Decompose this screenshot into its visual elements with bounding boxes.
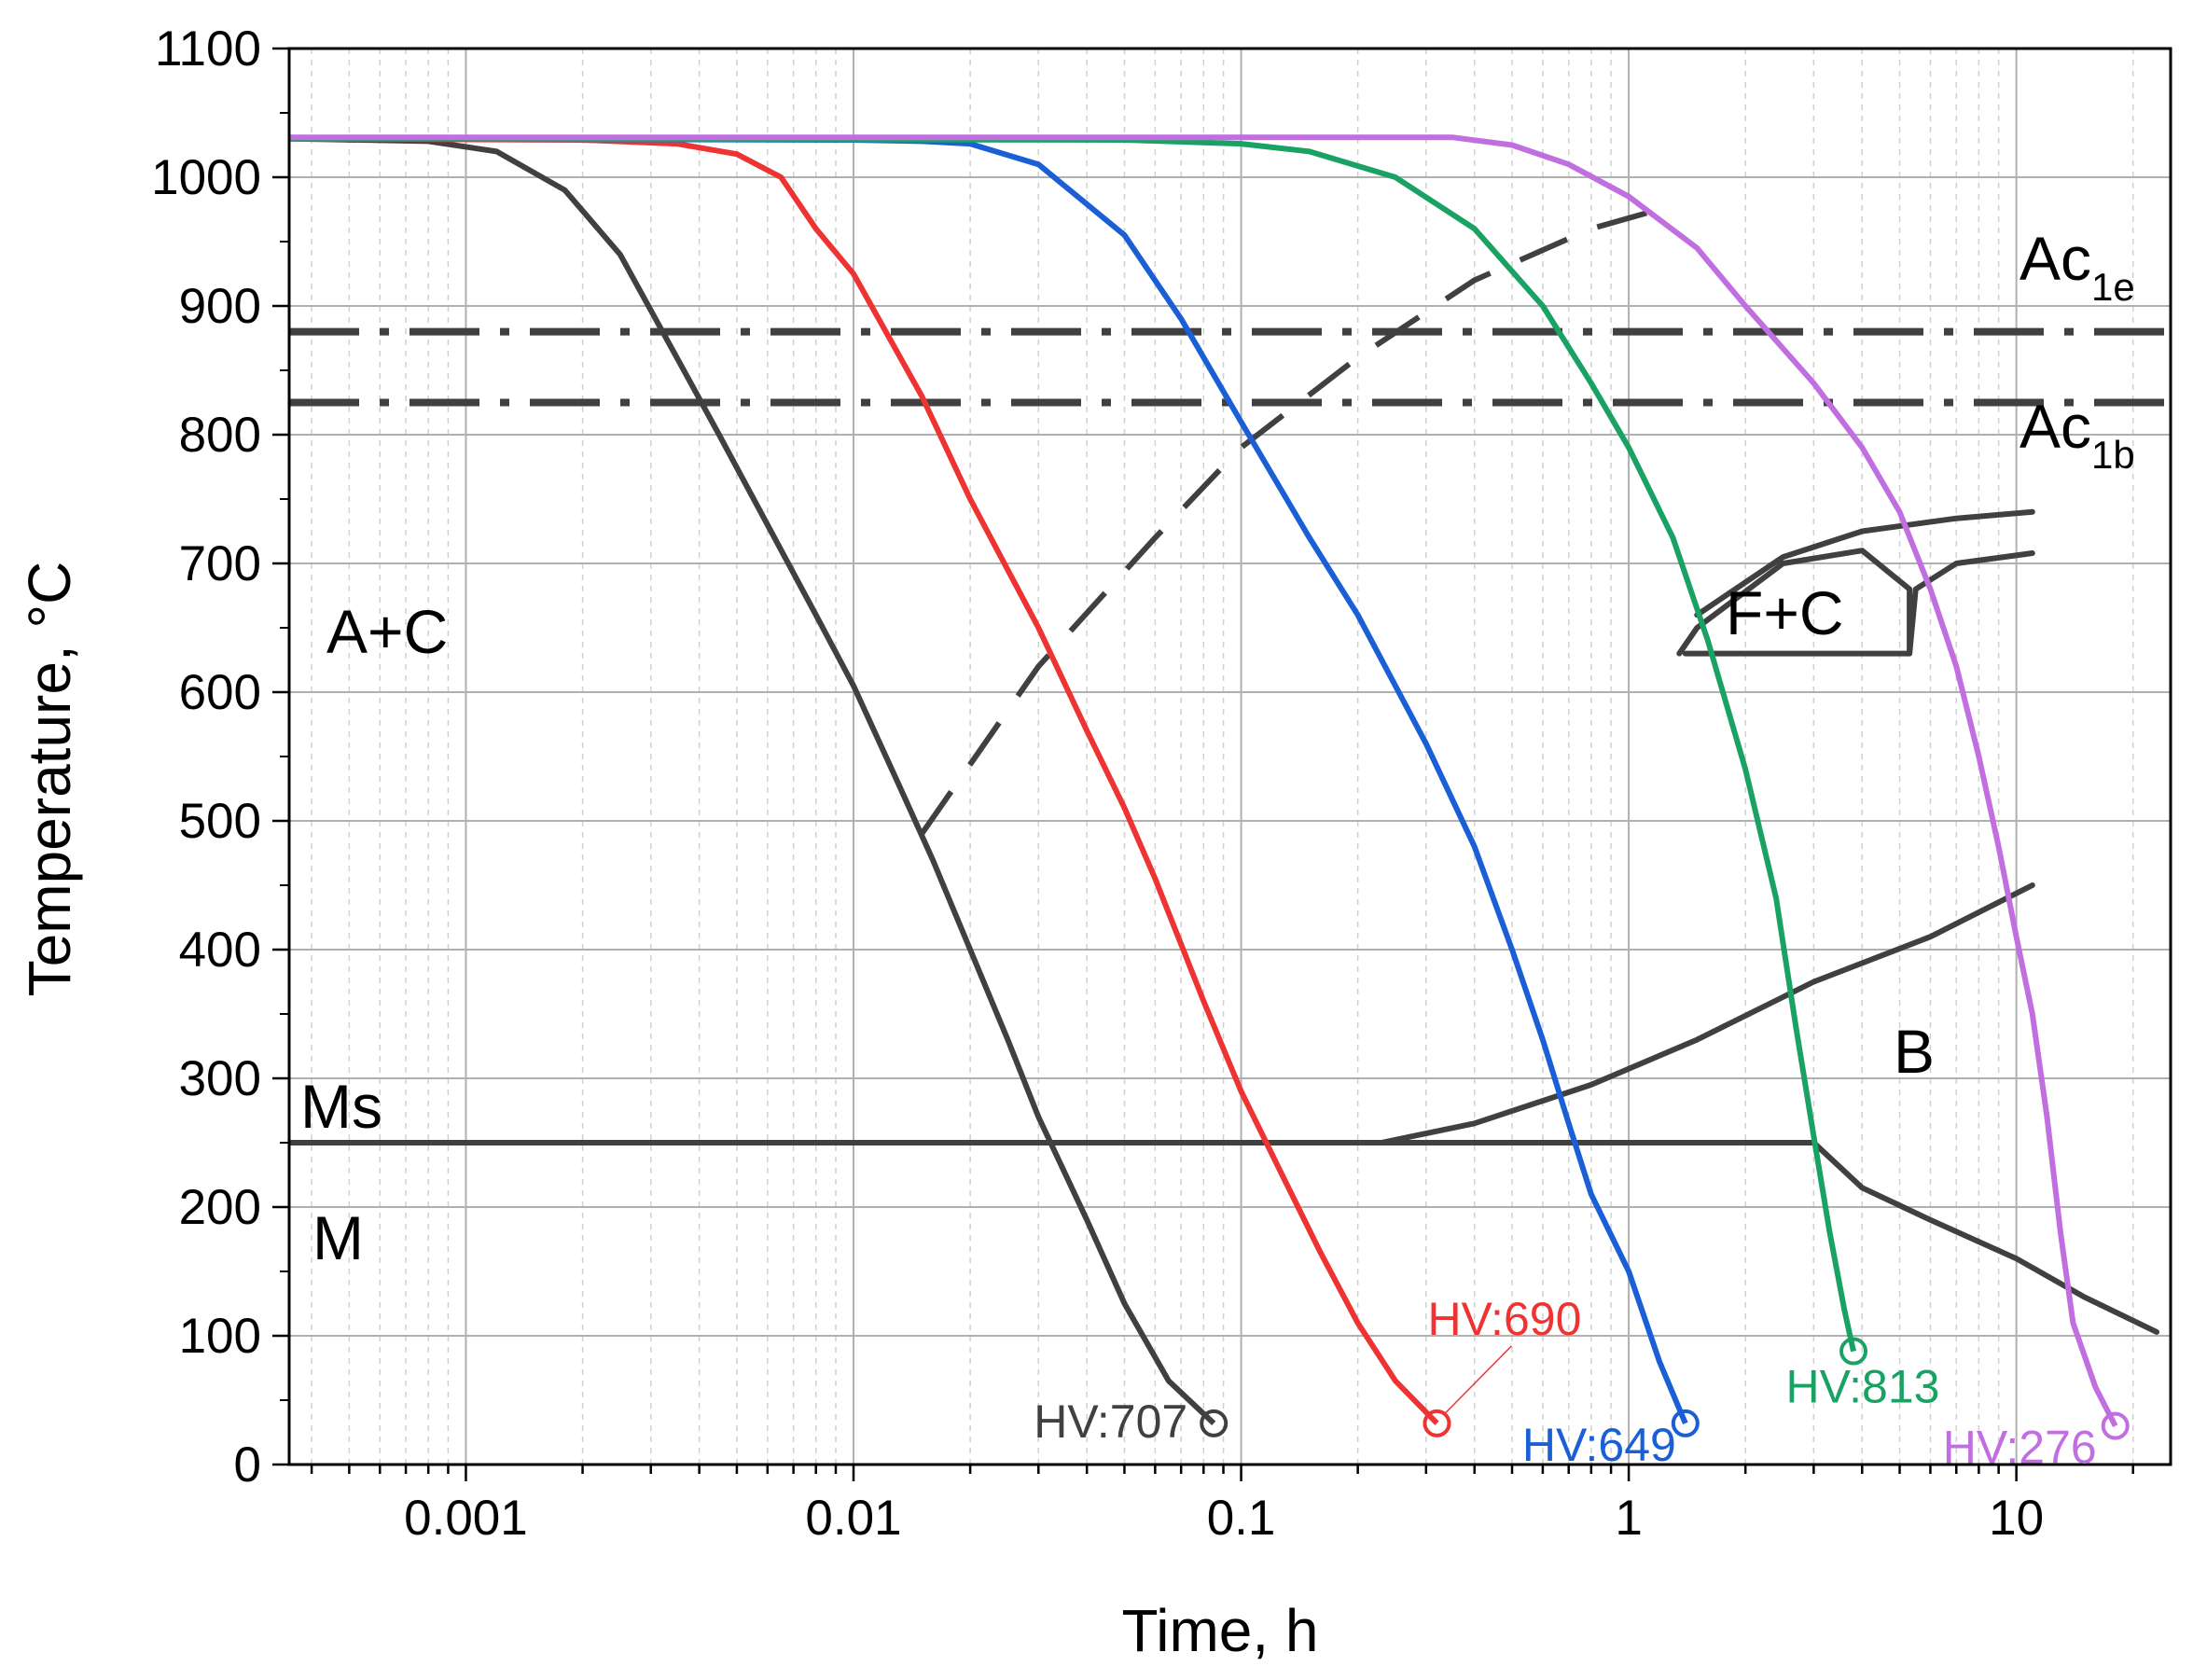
region-label-fc: F+C [1726,578,1844,647]
axis-ticks: 0 100 200 300 400 500 600 700 800 900 1000 1100 0.00… [151,21,2134,1546]
cooling-curve-2 [288,135,1439,1425]
fc-upper-line [1694,508,2035,618]
fc-right-line [1907,550,2035,657]
hardness-label: HV:707 [1034,1395,1187,1448]
x-tick-label: 1 [1615,1491,1642,1546]
cooling-curve-5 [289,134,2118,1427]
y-tick-label: 900 [179,279,261,334]
hardness-leader-line [1443,1345,1512,1415]
y-tick-label: 700 [179,536,261,591]
y-tick-label: 1100 [155,21,261,76]
y-tick-label: 600 [179,665,261,720]
cooling-curve-end-marker [1671,1409,1700,1437]
cooling-curve-end-marker [2101,1411,2130,1440]
cooling-curve-4 [288,135,1856,1353]
grid [289,48,2171,1465]
x-tick-label: 0.1 [1207,1491,1276,1546]
y-tick-label: 300 [179,1051,261,1106]
x-tick-label: 0.01 [805,1491,901,1546]
cooling-curve-3 [288,135,1688,1424]
y-tick-label: 1000 [151,150,261,205]
hardness-label: HV:649 [1522,1419,1676,1471]
hardness-label: HV:690 [1427,1293,1581,1345]
region-label-bainite: B [1894,1017,1935,1086]
cooling-curve-end-marker [1423,1409,1451,1437]
ms-label: Ms [300,1072,382,1141]
y-tick-label: 400 [179,923,261,978]
cooling-curve-end-marker [1839,1337,1868,1366]
bainite-upper-line [1378,882,2035,1145]
hardness-label: HV:813 [1786,1361,1940,1413]
x-axis-title: Time, h [1122,1597,1319,1664]
cooling-curve-end-marker [1200,1409,1228,1437]
y-tick-label: 200 [179,1180,261,1235]
data-lines [288,134,2171,1440]
ac1e-label: Ac1e [2020,224,2135,309]
x-tick-label: 0.001 [404,1491,528,1546]
y-tick-label: 0 [234,1437,261,1493]
y-tick-label: 100 [179,1309,261,1364]
region-label-ac: A+C [326,597,448,666]
y-axis-title: Temperature, °C [16,562,83,997]
plot-frame [287,47,2172,1466]
x-tick-label: 10 [1989,1491,2044,1546]
hardness-label: HV:276 [1943,1422,2097,1474]
ac1b-label: Ac1b [2020,392,2135,477]
bainite-lower-line [1811,1140,2159,1335]
y-tick-label: 500 [179,794,261,849]
transformation-start-dashed-line [919,206,1660,836]
cooling-curve-1 [288,135,1216,1425]
y-tick-label: 800 [179,408,261,463]
region-label-martensite: M [312,1203,364,1272]
